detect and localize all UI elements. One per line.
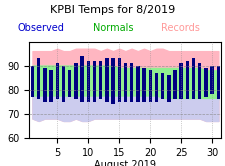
Bar — [216, 66, 219, 99]
Bar — [135, 66, 139, 102]
X-axis label: August 2019: August 2019 — [94, 160, 156, 166]
Bar — [111, 58, 114, 104]
Bar — [31, 66, 34, 97]
Bar — [55, 63, 59, 99]
Bar — [86, 61, 90, 102]
Bar — [160, 73, 164, 99]
Bar — [173, 70, 176, 99]
Bar — [80, 56, 83, 102]
Bar — [191, 58, 194, 99]
Bar — [154, 73, 157, 102]
Bar — [61, 66, 65, 102]
Bar — [123, 63, 127, 102]
Bar — [117, 58, 120, 102]
Bar — [92, 61, 96, 102]
Bar — [166, 75, 170, 102]
Bar — [49, 70, 53, 102]
Bar — [129, 63, 133, 102]
Bar — [142, 68, 145, 102]
Text: Normals: Normals — [92, 23, 133, 33]
Bar — [37, 58, 40, 99]
Bar — [185, 61, 188, 99]
Bar — [197, 63, 201, 99]
Bar — [105, 58, 108, 102]
Bar — [179, 63, 182, 99]
Bar — [209, 66, 213, 94]
Bar — [99, 61, 102, 99]
Bar — [68, 70, 71, 97]
Text: KPBI Temps for 8/2019: KPBI Temps for 8/2019 — [50, 5, 175, 15]
Bar — [203, 68, 207, 97]
Bar — [148, 70, 151, 102]
Text: Observed: Observed — [17, 23, 64, 33]
Bar — [43, 68, 46, 102]
Bar — [74, 63, 77, 99]
Text: Records: Records — [161, 23, 199, 33]
